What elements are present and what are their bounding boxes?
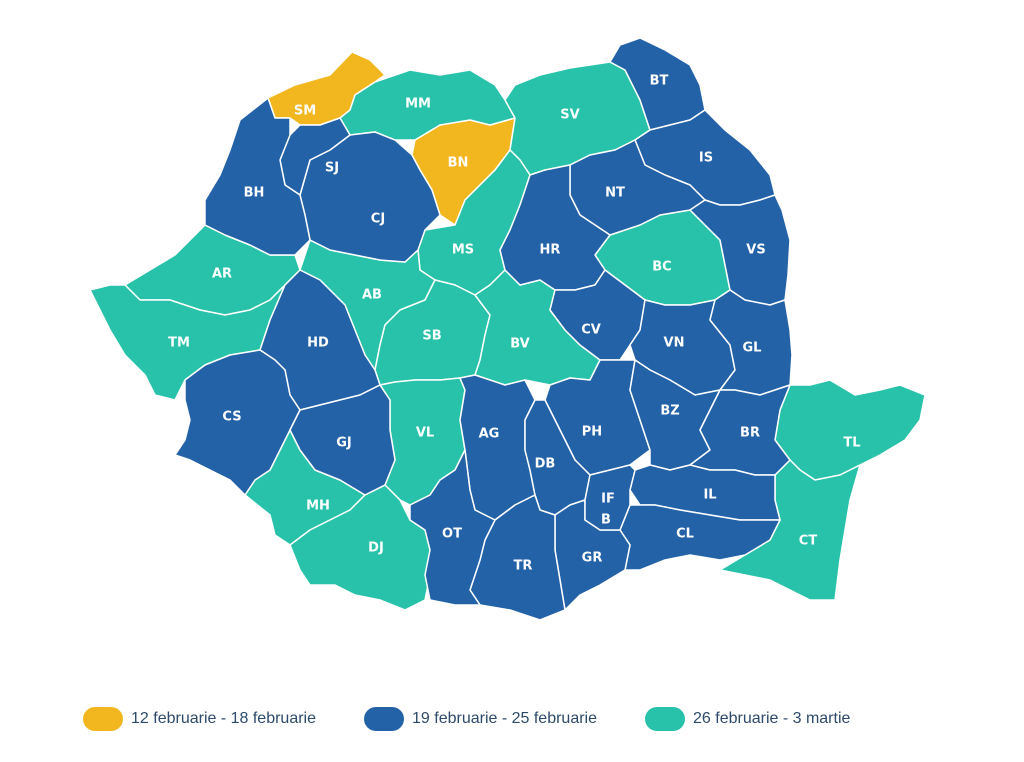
- county-cs: [174, 349, 301, 496]
- county-label-vs: VS: [746, 243, 765, 258]
- county-label-bn: BN: [448, 156, 469, 171]
- county-ot: [409, 449, 496, 606]
- county-label-cv: CV: [581, 323, 601, 338]
- county-tl: [774, 379, 926, 481]
- legend-item-period-1: 12 februarie - 18 februarie: [83, 707, 316, 731]
- county-gj: [289, 384, 396, 496]
- legend-swatch-blue: [364, 707, 404, 731]
- county-label-br: BR: [740, 426, 760, 441]
- county-label-tr: TR: [514, 559, 533, 574]
- county-label-il: IL: [703, 488, 716, 503]
- county-label-gr: GR: [582, 551, 603, 566]
- county-label-ar: AR: [212, 267, 232, 282]
- county-label-tl: TL: [843, 436, 860, 451]
- county-label-cj: CJ: [371, 212, 385, 227]
- county-label-sb: SB: [422, 329, 441, 344]
- county-label-ab: AB: [362, 288, 382, 303]
- county-label-vn: VN: [664, 336, 685, 351]
- county-label-cs: CS: [222, 410, 241, 425]
- romania-county-map: SM BN MM SV BC MS AR TM AB SB BV VL MH DJ TL CT BT IS NT VS…: [89, 37, 926, 621]
- county-label-vl: VL: [416, 426, 434, 441]
- county-label-bv: BV: [510, 337, 529, 352]
- county-label-mh: MH: [306, 499, 330, 514]
- county-label-is: IS: [699, 151, 713, 166]
- county-label-bc: BC: [652, 260, 671, 275]
- county-label-sj: SJ: [325, 161, 339, 176]
- county-label-b: B: [601, 513, 611, 528]
- legend-swatch-yellow: [83, 707, 123, 731]
- legend-label: 19 februarie - 25 februarie: [412, 710, 597, 727]
- county-label-hd: HD: [307, 336, 329, 351]
- legend-item-period-3: 26 februarie - 3 martie: [645, 707, 850, 731]
- county-label-bh: BH: [244, 186, 265, 201]
- county-label-sm: SM: [294, 104, 316, 119]
- county-label-ot: OT: [442, 527, 462, 542]
- county-label-nt: NT: [605, 186, 625, 201]
- county-label-ct: CT: [799, 534, 818, 549]
- county-label-tm: TM: [168, 336, 190, 351]
- county-label-cl: CL: [676, 527, 694, 542]
- legend-label: 26 februarie - 3 martie: [693, 710, 851, 727]
- county-mm: [339, 69, 516, 141]
- county-label-if: IF: [601, 492, 615, 507]
- legend-item-period-2: 19 februarie - 25 februarie: [364, 707, 597, 731]
- county-label-ms: MS: [452, 243, 474, 258]
- county-label-ag: AG: [479, 427, 500, 442]
- county-bh: [204, 97, 311, 256]
- county-if: [584, 464, 636, 531]
- county-label-gl: GL: [743, 341, 762, 356]
- county-label-ph: PH: [582, 425, 602, 440]
- county-label-sv: SV: [560, 108, 579, 123]
- legend-label: 12 februarie - 18 februarie: [131, 710, 316, 727]
- county-label-dj: DJ: [368, 541, 384, 556]
- county-label-gj: GJ: [336, 436, 352, 451]
- county-label-db: DB: [535, 457, 556, 472]
- legend: 12 februarie - 18 februarie 19 februarie…: [83, 707, 898, 731]
- legend-swatch-teal: [645, 707, 685, 731]
- county-label-hr: HR: [540, 243, 561, 258]
- county-label-bz: BZ: [660, 404, 679, 419]
- county-label-bt: BT: [650, 74, 669, 89]
- county-label-mm: MM: [405, 97, 431, 112]
